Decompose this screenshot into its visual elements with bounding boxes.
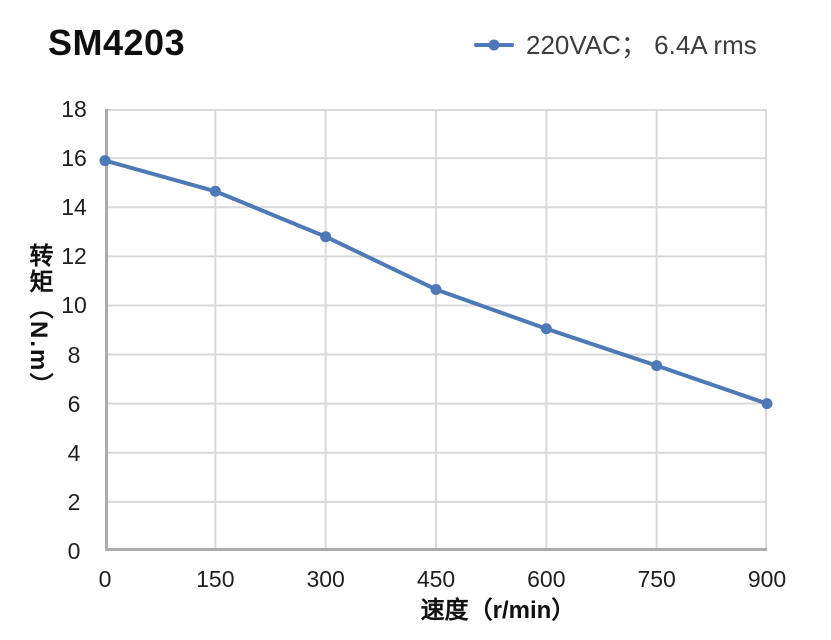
y-tick-label: 0	[67, 538, 81, 564]
data-point-marker	[651, 360, 663, 372]
x-tick-label: 150	[196, 566, 235, 592]
x-tick-label: 300	[306, 566, 345, 592]
y-tick-label: 12	[61, 243, 87, 270]
legend-label: 220VAC； 6.4A rms	[526, 30, 757, 60]
y-tick-label: 8	[67, 341, 81, 368]
data-point-marker	[209, 185, 221, 197]
y-tick-label: 6	[67, 390, 81, 417]
y-tick-label: 4	[67, 439, 81, 466]
y-tick-label: 18	[61, 96, 87, 122]
x-tick-label: 900	[747, 566, 787, 592]
data-point-marker	[320, 231, 332, 243]
plot-area	[99, 109, 773, 551]
y-tick-label: 16	[61, 145, 87, 172]
legend: 220VAC； 6.4A rms	[474, 30, 757, 60]
data-point-marker	[761, 398, 773, 410]
data-point-marker	[540, 323, 552, 335]
data-point-marker	[99, 155, 111, 167]
x-tick-label: 450	[416, 566, 456, 592]
y-axis-title: 转矩（N.m）	[25, 243, 52, 399]
data-point-marker	[430, 283, 442, 295]
x-tick-label: 0	[98, 566, 112, 592]
x-axis-title: 速度（r/min）	[420, 597, 576, 624]
y-tick-label: 10	[61, 292, 87, 319]
x-tick-label: 600	[527, 566, 566, 592]
y-tick-label: 2	[67, 488, 81, 515]
legend-marker-icon	[474, 39, 514, 51]
x-tick-label: 750	[637, 566, 676, 592]
chart-title: SM4203	[48, 22, 186, 63]
y-tick-label: 14	[61, 194, 87, 221]
